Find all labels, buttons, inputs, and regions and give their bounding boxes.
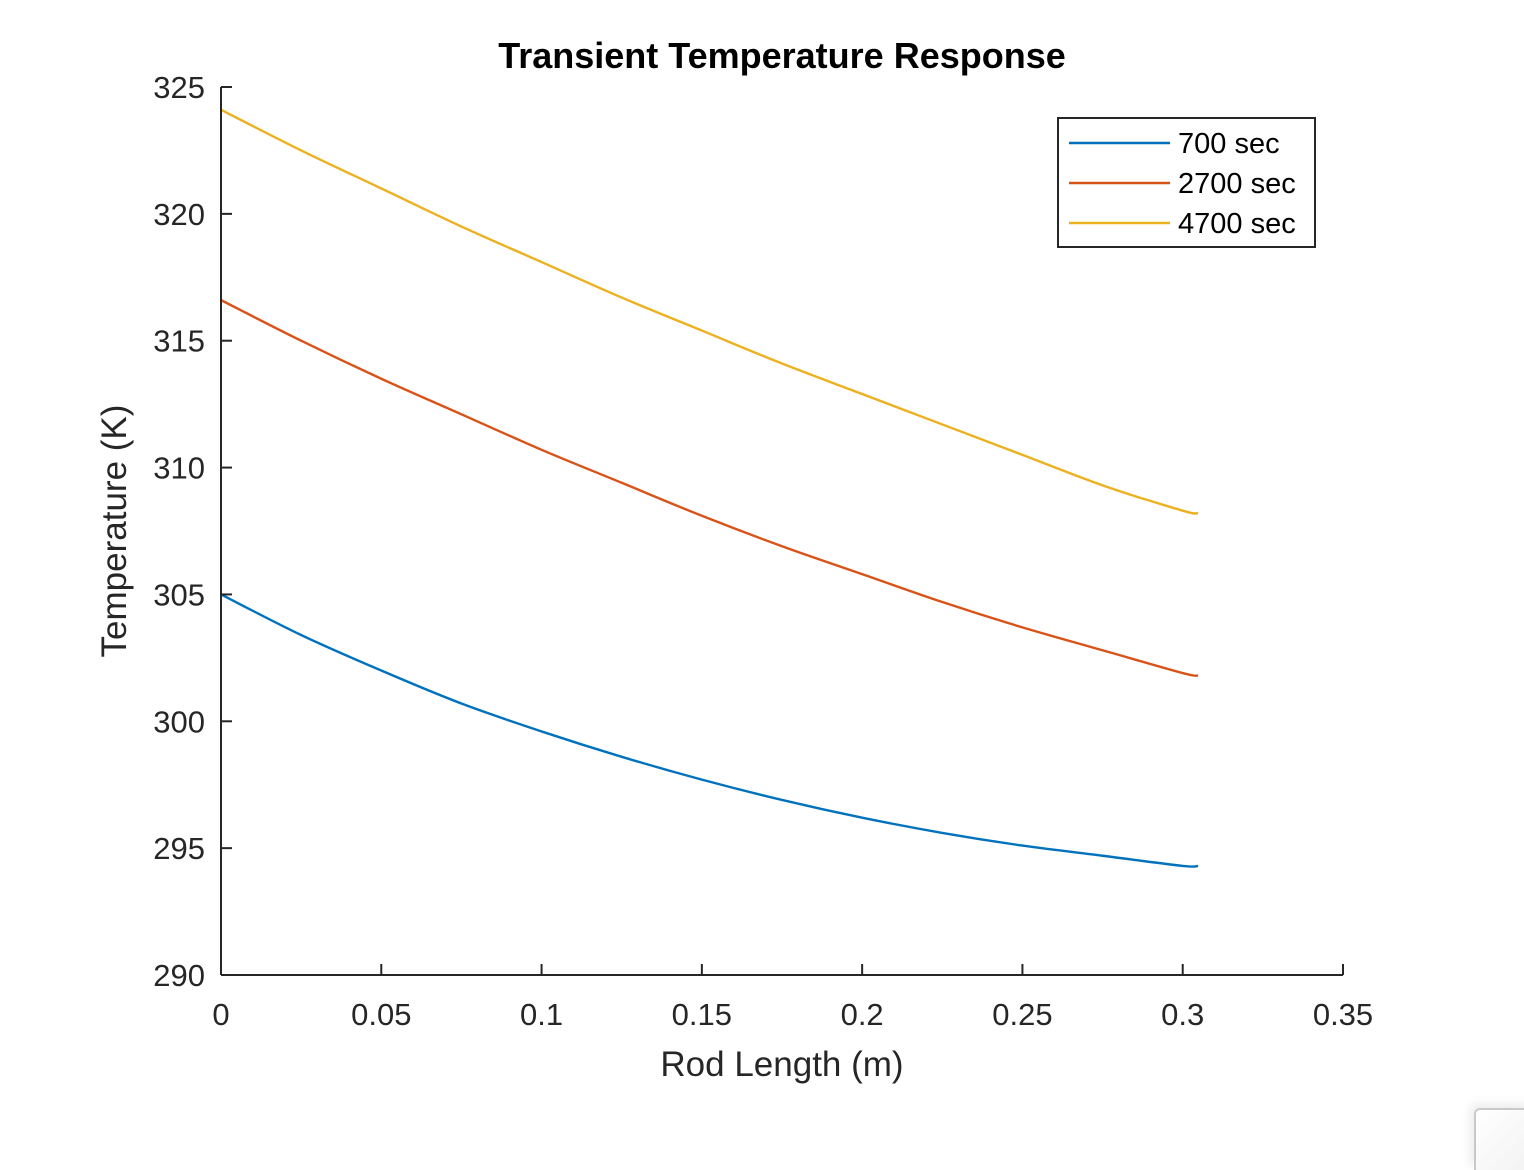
y-tick-label: 295	[153, 831, 205, 866]
y-tick-label: 320	[153, 197, 205, 232]
legend-label-4700-sec: 4700 sec	[1178, 208, 1296, 240]
series-line-4700-sec	[220, 108, 1199, 515]
legend-items: 700 sec 2700 sec 4700 sec	[1069, 128, 1296, 240]
y-tick-label: 310	[153, 451, 205, 486]
series-layer	[220, 108, 1199, 868]
y-tick-label: 300	[153, 704, 205, 739]
x-tick-label: 0.3	[1161, 997, 1204, 1032]
x-tick-label: 0.25	[992, 997, 1052, 1032]
resize-corner-handle[interactable]	[1474, 1108, 1524, 1170]
x-axis-ticks: 0 0.05 0.1 0.15 0.2 0.25 0.3 0.35	[212, 964, 1373, 1032]
x-axis-title: Rod Length (m)	[660, 1045, 903, 1084]
series-line-700-sec	[220, 593, 1199, 868]
x-tick-label: 0.15	[672, 997, 732, 1032]
x-tick-label: 0.35	[1313, 997, 1373, 1032]
chart-title: Transient Temperature Response	[498, 35, 1066, 76]
legend-label-700-sec: 700 sec	[1178, 128, 1280, 160]
y-tick-label: 325	[153, 70, 205, 105]
y-axis-title: Temperature (K)	[95, 405, 134, 658]
y-axis-ticks: 290 295 300 305 310 315 320 325	[153, 70, 232, 993]
legend[interactable]: 700 sec 2700 sec 4700 sec	[1057, 117, 1316, 248]
x-tick-label: 0.1	[520, 997, 563, 1032]
x-tick-label: 0.05	[351, 997, 411, 1032]
x-tick-label: 0	[212, 997, 229, 1032]
y-tick-label: 315	[153, 324, 205, 359]
legend-label-2700-sec: 2700 sec	[1178, 168, 1296, 200]
series-line-2700-sec	[220, 299, 1199, 677]
x-tick-label: 0.2	[841, 997, 884, 1032]
y-tick-label: 305	[153, 577, 205, 612]
y-tick-label: 290	[153, 958, 205, 993]
